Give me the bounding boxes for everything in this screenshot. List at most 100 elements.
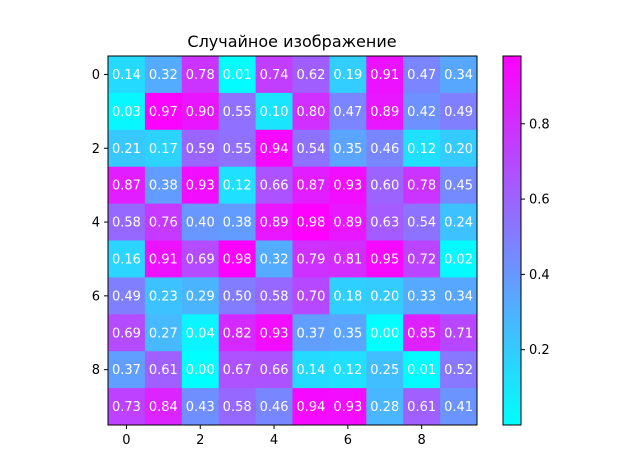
cell-label-r1-c0: 0.03 [112, 105, 141, 120]
heatmap-cell-r5-c5 [292, 240, 330, 278]
heatmap-cell-r0-c7 [366, 56, 404, 94]
y-tick-label-2: 4 [92, 216, 100, 231]
cell-label-r3-c8: 0.78 [407, 179, 436, 194]
cell-label-r6-c1: 0.23 [149, 289, 178, 304]
cell-label-r8-c7: 0.25 [370, 363, 399, 378]
cell-label-r0-c9: 0.34 [444, 68, 473, 83]
cell-label-r6-c0: 0.49 [112, 289, 141, 304]
chart-title: Случайное изображение [187, 32, 396, 51]
heatmap-cell-r8-c6 [329, 351, 367, 389]
heatmap-cell-r6-c6 [329, 277, 367, 315]
heatmap-cell-r2-c1 [144, 129, 183, 168]
heatmap-cell-r4-c8 [403, 203, 441, 241]
cell-label-r1-c7: 0.89 [370, 105, 399, 120]
heatmap-cell-r9-c7 [366, 388, 404, 426]
heatmap-cell-r1-c3 [218, 92, 257, 131]
cell-label-r7-c0: 0.69 [112, 326, 141, 341]
heatmap-cell-r8-c9 [440, 351, 478, 389]
x-tick-label-2: 4 [270, 433, 278, 448]
y-tick-label-0: 0 [92, 68, 100, 83]
colorbar-tick-label-3: 0.8 [529, 117, 550, 132]
heatmap-cell-r9-c3 [218, 388, 257, 426]
heatmap-cell-r8-c3 [218, 351, 257, 389]
cell-label-r4-c8: 0.54 [407, 216, 436, 231]
y-tick-label-4: 8 [92, 363, 100, 378]
cell-label-r5-c2: 0.69 [186, 252, 215, 267]
cell-label-r8-c5: 0.14 [296, 363, 325, 378]
cell-label-r2-c8: 0.12 [407, 142, 436, 157]
cell-label-r2-c3: 0.55 [223, 142, 252, 157]
cell-label-r5-c3: 0.98 [223, 252, 252, 267]
colorbar-tick-label-2: 0.6 [529, 193, 550, 208]
cell-label-r6-c4: 0.58 [260, 289, 289, 304]
heatmap-cell-r8-c2 [181, 351, 220, 389]
cell-label-r5-c7: 0.95 [370, 252, 399, 267]
heatmap-cell-r5-c7 [366, 240, 404, 278]
heatmap-cell-r8-c0 [108, 351, 146, 389]
heatmap-cell-r8-c7 [366, 351, 404, 389]
cell-label-r9-c5: 0.94 [296, 400, 325, 415]
heatmap-cell-r3-c2 [181, 166, 220, 205]
cell-label-r8-c3: 0.67 [223, 363, 252, 378]
heatmap-cell-r0-c8 [403, 56, 441, 94]
heatmap-cell-r4-c7 [366, 203, 404, 241]
cell-label-r1-c2: 0.90 [186, 105, 215, 120]
cell-label-r2-c5: 0.54 [296, 142, 325, 157]
cell-label-r4-c2: 0.40 [186, 216, 215, 231]
heatmap-cell-r8-c4 [255, 351, 293, 389]
cell-label-r0-c2: 0.78 [186, 68, 215, 83]
cell-label-r5-c8: 0.72 [407, 252, 436, 267]
cell-label-r0-c4: 0.74 [260, 68, 289, 83]
cell-label-r8-c0: 0.37 [112, 363, 141, 378]
heatmap-cell-r1-c0 [108, 92, 146, 131]
heatmap-cell-r1-c7 [366, 92, 404, 131]
heatmap-cell-r2-c5 [292, 129, 330, 168]
heatmap-cell-r4-c3 [218, 203, 257, 241]
cell-label-r8-c2: 0.00 [186, 363, 215, 378]
cell-label-r9-c3: 0.58 [223, 400, 252, 415]
cell-label-r4-c0: 0.58 [112, 216, 141, 231]
cell-label-r5-c6: 0.81 [333, 252, 362, 267]
heatmap-cell-r4-c1 [144, 203, 183, 241]
cell-label-r2-c4: 0.94 [260, 142, 289, 157]
heatmap-cell-r7-c7 [366, 314, 404, 352]
heatmap-cell-r2-c8 [403, 129, 441, 168]
cell-label-r0-c3: 0.01 [223, 68, 252, 83]
cell-label-r9-c7: 0.28 [370, 400, 399, 415]
cell-label-r9-c1: 0.84 [149, 400, 178, 415]
cell-label-r6-c3: 0.50 [223, 289, 252, 304]
heatmap-cell-r7-c9 [440, 314, 478, 352]
cell-label-r9-c2: 0.43 [186, 400, 215, 415]
heatmap-cell-r2-c3 [218, 129, 257, 168]
cell-label-r7-c2: 0.04 [186, 326, 215, 341]
heatmap-cell-r6-c2 [181, 277, 220, 315]
heatmap-cell-r9-c8 [403, 388, 441, 426]
heatmap-cell-r4-c4 [255, 203, 293, 241]
heatmap-cell-r4-c6 [329, 203, 367, 241]
heatmap-cell-r5-c2 [181, 240, 220, 278]
heatmap-cell-r9-c4 [255, 388, 293, 426]
heatmap-cell-r5-c0 [108, 240, 146, 278]
heatmap-cell-r3-c9 [440, 166, 478, 205]
cell-label-r3-c7: 0.60 [370, 179, 399, 194]
cell-label-r3-c9: 0.45 [444, 179, 473, 194]
cell-label-r3-c1: 0.38 [149, 179, 178, 194]
cell-label-r4-c5: 0.98 [296, 216, 325, 231]
cell-label-r2-c9: 0.20 [444, 142, 473, 157]
heatmap-cell-r0-c9 [440, 56, 478, 94]
cell-label-r7-c4: 0.93 [260, 326, 289, 341]
heatmap-cell-r9-c6 [329, 388, 367, 426]
heatmap-cell-r8-c8 [403, 351, 441, 389]
heatmap-cell-r3-c0 [108, 166, 146, 205]
heatmap-cell-r0-c3 [218, 56, 257, 94]
cell-label-r2-c7: 0.46 [370, 142, 399, 157]
cell-label-r5-c9: 0.02 [444, 252, 473, 267]
heatmap-cell-r7-c5 [292, 314, 330, 352]
cell-label-r5-c5: 0.79 [296, 252, 325, 267]
cell-label-r7-c5: 0.37 [296, 326, 325, 341]
cell-label-r3-c2: 0.93 [186, 179, 215, 194]
heatmap-cell-r2-c6 [329, 129, 367, 168]
heatmap-cell-r1-c4 [255, 92, 293, 131]
